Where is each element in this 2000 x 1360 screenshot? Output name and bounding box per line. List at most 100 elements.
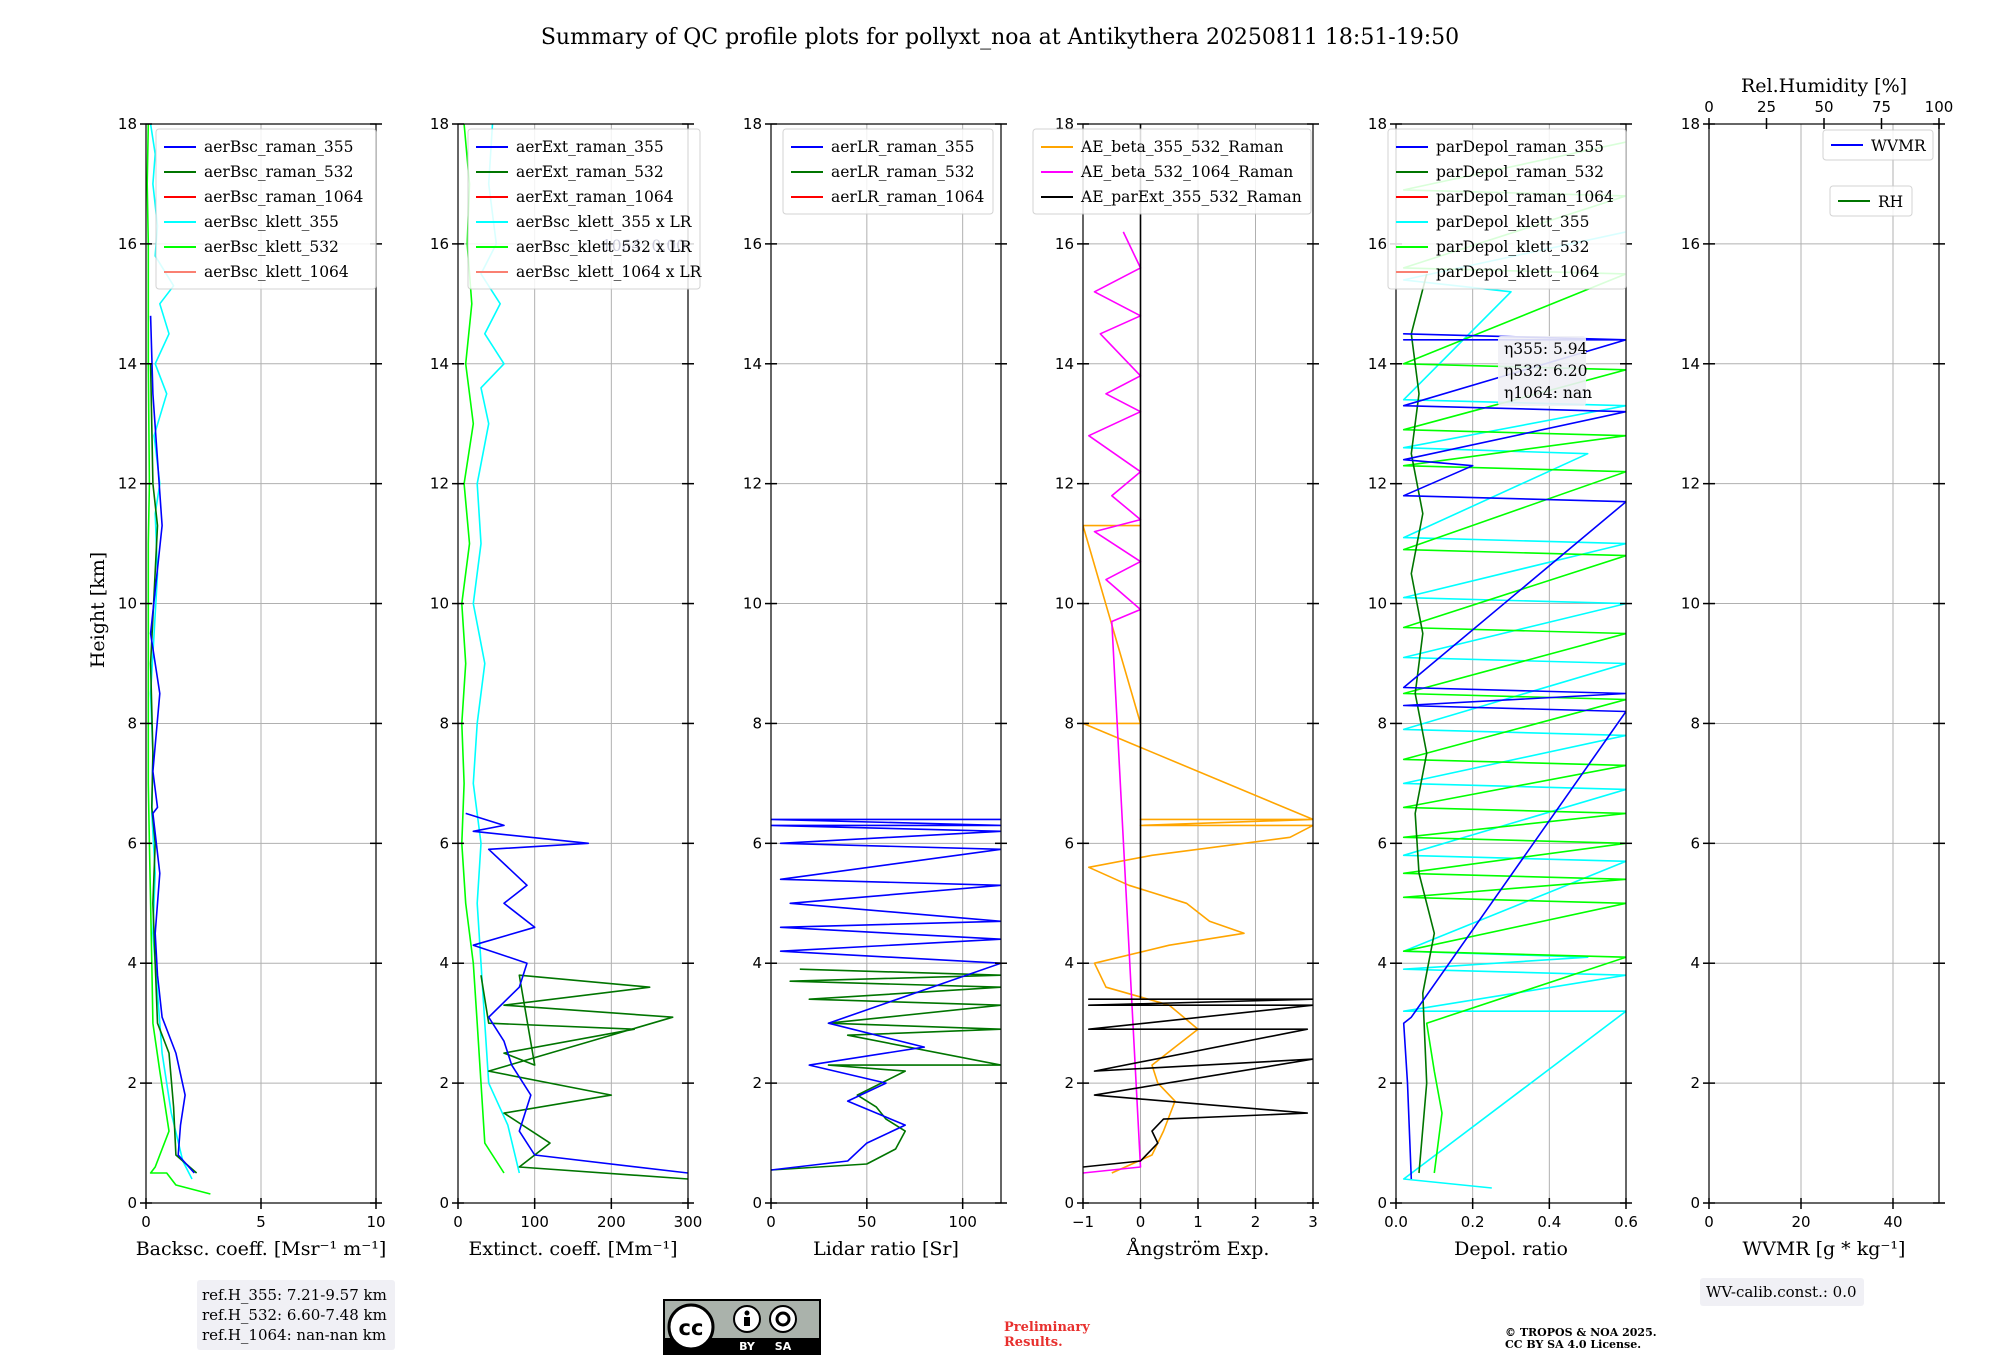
copyright-line1: © TROPOS & NOA 2025. — [1505, 1326, 1657, 1339]
legend-box — [1822, 129, 1934, 161]
x-tick-label: 100 — [520, 1213, 549, 1231]
y-tick-label: 6 — [439, 834, 449, 852]
series-depol — [1402, 141, 1626, 1189]
y-tick-label: 10 — [118, 595, 137, 613]
legend-ghost-text: 1064: 0.00 — [602, 237, 686, 255]
eta-box — [1498, 336, 1586, 406]
y-tick-label: 12 — [1681, 475, 1700, 493]
eta-value: η532: 6.20 — [1504, 362, 1588, 380]
y-tick-label: 6 — [1377, 834, 1387, 852]
series-line-aerBsc_raman_532 — [149, 363, 198, 1174]
legend-box — [155, 128, 377, 290]
y-tick-label: 4 — [1377, 954, 1387, 972]
copyright-line2: CC BY SA 4.0 License. — [1505, 1338, 1641, 1351]
x-tick-label: 0 — [453, 1213, 463, 1231]
legend-entry-aerBsc_klett_355: aerBsc_klett_355 — [204, 213, 339, 231]
sa-label: SA — [775, 1340, 792, 1353]
by-label: BY — [739, 1340, 756, 1353]
axes-frame-depol — [1395, 123, 1627, 1204]
cc-logo-text: cc — [679, 1316, 704, 1340]
x-tick-label: 200 — [597, 1213, 626, 1231]
y-tick-label: 0 — [1064, 1194, 1074, 1212]
series-ae — [1083, 124, 1313, 1174]
eta-value: η1064: nan — [1504, 384, 1592, 402]
y-tick-label: 16 — [1681, 235, 1700, 253]
legend-entry-aerLR_raman_532: aerLR_raman_532 — [831, 163, 974, 181]
legend-wv: WVMR RH — [1822, 129, 1934, 217]
series-line-aerLR_raman_532 — [771, 968, 1001, 1171]
y-tick-label: 14 — [1681, 355, 1700, 373]
series-line-aerBsc_klett_355 — [149, 124, 193, 1180]
x-axis-label-ext: Extinct. coeff. [Mm⁻¹] — [468, 1238, 677, 1260]
x-tick-label: 100 — [948, 1213, 977, 1231]
grid-lr — [770, 123, 1001, 1204]
y-tick-label: 14 — [743, 355, 762, 373]
y-tick-label: 14 — [1368, 355, 1387, 373]
series-line-aerLR_raman_355 — [771, 818, 1001, 1171]
y-tick-label: 12 — [743, 475, 762, 493]
y-tick-label: 18 — [1368, 115, 1387, 133]
legend-entry-aerBsc_raman_355: aerBsc_raman_355 — [204, 138, 354, 156]
y-tick-label: 6 — [127, 834, 137, 852]
y-tick-label: 8 — [1690, 714, 1700, 732]
y-tick-label: 14 — [118, 355, 137, 373]
series-line-AE_beta_532_1064_Raman — [1083, 231, 1142, 1174]
x-tick-label: 0 — [1136, 1213, 1146, 1231]
panel-lr: 0 2 4 6 8 10 12 14 16 18 0 50 100 Lidar ratio [Sr] aer… — [743, 115, 1007, 1260]
x-axis-label-ae: Ångström Exp. — [1126, 1238, 1270, 1260]
x-tick-label: 50 — [857, 1213, 876, 1231]
legend-entry-aerExt_raman_355: aerExt_raman_355 — [516, 138, 664, 156]
y-tick-label: 0 — [1690, 1194, 1700, 1212]
legend-entry-parDepol_raman_532: parDepol_raman_532 — [1436, 163, 1604, 181]
legend-ae: AE_beta_355_532_Raman AE_beta_532_1064_Ra… — [1032, 128, 1312, 215]
x-tick-label: −1 — [1072, 1213, 1094, 1231]
y-axis-label: Height [km] — [87, 552, 109, 668]
legend-entry-aerBsc_klett_1064 x LR: aerBsc_klett_1064 x LR — [516, 263, 703, 281]
x-tick-label: 0.4 — [1537, 1213, 1561, 1231]
y-tick-label: 6 — [1064, 834, 1074, 852]
y-tick-label: 18 — [1681, 115, 1700, 133]
x-axis-label-lr: Lidar ratio [Sr] — [813, 1238, 959, 1260]
legend-entry-AE_beta_355_532_Raman: AE_beta_355_532_Raman — [1080, 138, 1283, 156]
y-tick-label: 18 — [743, 115, 762, 133]
x-tick-label: 0.6 — [1614, 1213, 1638, 1231]
figure-title: Summary of QC profile plots for pollyxt_… — [541, 25, 1459, 50]
legend-entry-aerExt_raman_532: aerExt_raman_532 — [516, 163, 664, 181]
y-tick-label: 12 — [118, 475, 137, 493]
series-line-AE_parExt_355_532_Raman — [1083, 124, 1313, 1168]
sa-share-icon — [769, 1305, 797, 1333]
y-tick-label: 0 — [752, 1194, 762, 1212]
x-tick-label: 5 — [256, 1213, 266, 1231]
legend-ext: 1064: 0.00 aerExt_raman_355 aerExt_raman_5… — [467, 128, 703, 290]
series-line-parDepol_klett_532 — [1402, 141, 1626, 1174]
preliminary-line2: Results. — [1004, 1335, 1063, 1350]
y-tick-label: 4 — [439, 954, 449, 972]
grid-ae — [1082, 123, 1314, 1204]
y-tick-label: 0 — [1377, 1194, 1387, 1212]
y-tick-label: 8 — [439, 714, 449, 732]
legend-entry-aerBsc_klett_1064: aerBsc_klett_1064 — [204, 263, 349, 281]
top-x-tick-label: 0 — [1704, 98, 1714, 116]
axes-frame-wv — [1708, 123, 1940, 1204]
legend-entry-parDepol_klett_1064: parDepol_klett_1064 — [1436, 263, 1599, 281]
y-tick-label: 16 — [1368, 235, 1387, 253]
y-tick-label: 2 — [1690, 1074, 1700, 1092]
panel-bsc: 0 2 4 6 8 10 12 14 16 18 0 5 10 Backsc. coeff. [Msr⁻¹… — [118, 115, 386, 1260]
panel-ext: 0 2 4 6 8 10 12 14 16 18 0 100 200 300 Extinct. coeff.… — [430, 115, 703, 1260]
y-tick-label: 2 — [127, 1074, 137, 1092]
top-x-tick-label: 25 — [1757, 98, 1776, 116]
y-tick-label: 8 — [1377, 714, 1387, 732]
y-tick-label: 10 — [1681, 595, 1700, 613]
x-tick-label: 300 — [674, 1213, 703, 1231]
x-tick-label: 1 — [1193, 1213, 1203, 1231]
preliminary-line1: Preliminary — [1004, 1320, 1090, 1335]
y-tick-label: 10 — [430, 595, 449, 613]
legend-entry-parDepol_raman_355: parDepol_raman_355 — [1436, 138, 1604, 156]
legend-entry-aerBsc_raman_532: aerBsc_raman_532 — [204, 163, 354, 181]
y-tick-label: 10 — [1055, 595, 1074, 613]
ref-height-355: ref.H_355: 7.21-9.57 km — [202, 1286, 387, 1304]
legend-entry-aerExt_raman_1064: aerExt_raman_1064 — [516, 188, 674, 206]
